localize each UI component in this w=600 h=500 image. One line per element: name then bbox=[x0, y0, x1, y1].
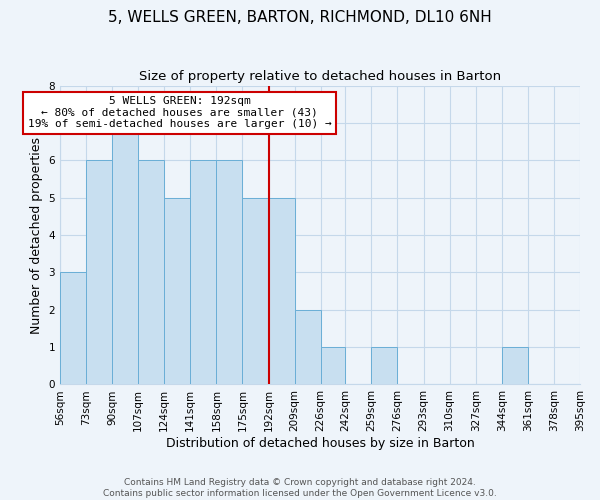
Text: Contains HM Land Registry data © Crown copyright and database right 2024.
Contai: Contains HM Land Registry data © Crown c… bbox=[103, 478, 497, 498]
Text: 5 WELLS GREEN: 192sqm
← 80% of detached houses are smaller (43)
19% of semi-deta: 5 WELLS GREEN: 192sqm ← 80% of detached … bbox=[28, 96, 331, 129]
Bar bbox=[217, 160, 242, 384]
Bar bbox=[112, 123, 138, 384]
Bar bbox=[269, 198, 295, 384]
Bar bbox=[502, 347, 528, 385]
Bar bbox=[371, 347, 397, 385]
Y-axis label: Number of detached properties: Number of detached properties bbox=[30, 136, 43, 334]
Bar bbox=[60, 272, 86, 384]
Bar bbox=[190, 160, 217, 384]
Text: 5, WELLS GREEN, BARTON, RICHMOND, DL10 6NH: 5, WELLS GREEN, BARTON, RICHMOND, DL10 6… bbox=[108, 10, 492, 25]
Bar bbox=[138, 160, 164, 384]
Bar bbox=[86, 160, 112, 384]
Bar bbox=[242, 198, 269, 384]
X-axis label: Distribution of detached houses by size in Barton: Distribution of detached houses by size … bbox=[166, 437, 475, 450]
Bar bbox=[164, 198, 190, 384]
Bar bbox=[321, 347, 345, 385]
Title: Size of property relative to detached houses in Barton: Size of property relative to detached ho… bbox=[139, 70, 501, 83]
Bar bbox=[295, 310, 321, 384]
